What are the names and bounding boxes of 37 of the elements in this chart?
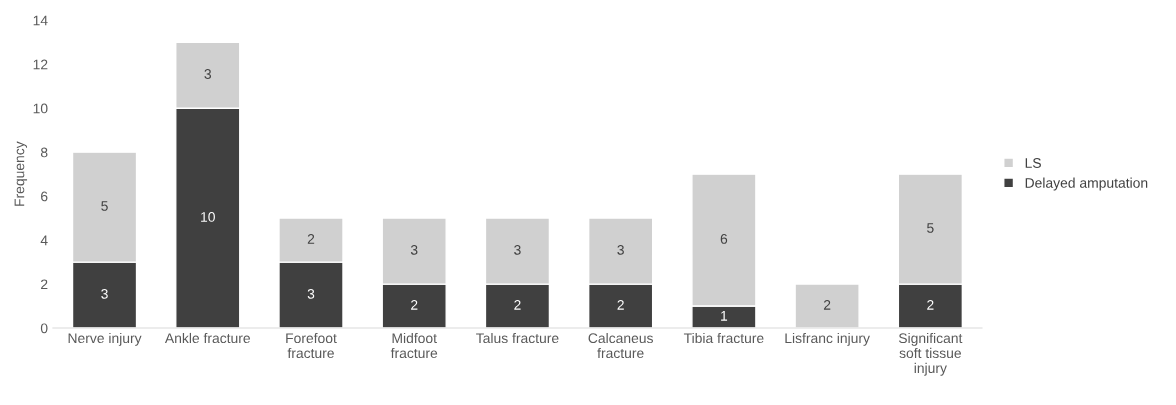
x-tick-label: Talus fracture — [476, 332, 559, 344]
y-tick-label: 6 — [41, 191, 48, 202]
x-tick-label: Significant soft tissue injury — [898, 332, 963, 376]
x-tick-label: Tibia fracture — [683, 332, 764, 344]
data-label: 2 — [307, 234, 315, 244]
y-tick-label: 8 — [40, 147, 48, 158]
data-label: 2 — [411, 299, 418, 310]
data-label: 6 — [720, 234, 728, 244]
y-tick-label: 12 — [33, 59, 48, 70]
y-axis-title: Frequency — [14, 141, 28, 206]
y-tick-label: 4 — [40, 235, 48, 246]
x-tick-label: Ankle fracture — [164, 332, 250, 344]
data-label: 2 — [823, 299, 831, 310]
data-label: 2 — [617, 299, 624, 310]
data-label: 1 — [721, 311, 728, 321]
legend-label: Delayed amputation — [1025, 177, 1148, 191]
data-label: 10 — [201, 212, 215, 222]
x-tick-label: Midfoot fracture — [390, 332, 438, 359]
x-tick-label: Calcaneus fracture — [588, 332, 653, 359]
data-label: 5 — [927, 223, 934, 233]
data-label: 3 — [514, 244, 521, 255]
data-label: 3 — [204, 69, 212, 79]
y-tick-label: 0 — [40, 323, 48, 334]
y-tick-label: 2 — [41, 279, 48, 290]
data-label: 3 — [617, 244, 624, 255]
data-label: 5 — [101, 201, 108, 211]
data-label: 3 — [101, 288, 108, 299]
legend-label: LS — [1025, 158, 1041, 168]
y-tick-label: 14 — [33, 15, 48, 26]
data-label: 2 — [927, 299, 934, 310]
x-tick-label: Lisfranc injury — [785, 332, 870, 346]
x-tick-label: Forefoot fracture — [286, 332, 337, 359]
data-label: 3 — [307, 288, 315, 299]
x-tick-label: Nerve injury — [68, 332, 142, 346]
y-tick-label: 10 — [33, 103, 48, 114]
data-label: 3 — [410, 244, 418, 255]
data-label: 2 — [514, 299, 521, 310]
